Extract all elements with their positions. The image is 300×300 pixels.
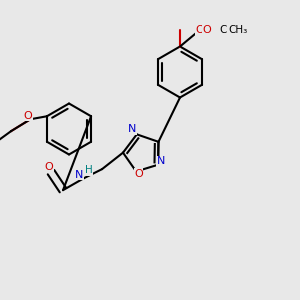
Text: O: O xyxy=(202,25,211,35)
Text: O: O xyxy=(24,111,32,121)
Text: N: N xyxy=(157,156,165,166)
Text: N: N xyxy=(75,169,84,180)
Text: O: O xyxy=(195,25,204,35)
Text: CH₃: CH₃ xyxy=(228,25,247,35)
Text: CH₃: CH₃ xyxy=(219,25,238,35)
Text: O: O xyxy=(44,162,53,172)
Text: N: N xyxy=(128,124,136,134)
Text: H: H xyxy=(85,165,92,176)
Text: O: O xyxy=(134,169,143,179)
